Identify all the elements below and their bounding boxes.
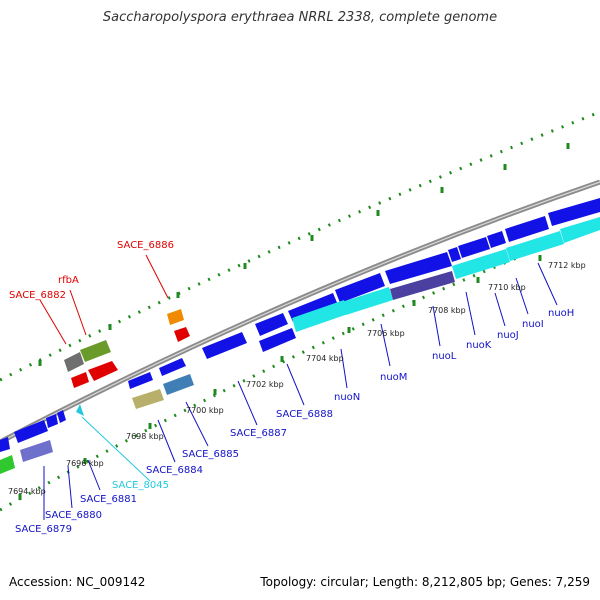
gene-blue-h[interactable] [448,247,461,262]
label-SACE_6886: SACE_6886 [117,240,174,251]
gene-green[interactable] [0,455,15,474]
label-SACE_8045: SACE_8045 [112,480,169,491]
gene-blue-g[interactable] [385,252,452,284]
gene-blue-c[interactable] [202,332,247,359]
label-nuoL: nuoL [432,351,457,362]
tick-7712: 7712 kbp [548,261,586,270]
gene-purple[interactable] [20,440,53,462]
gene-blue-k[interactable] [505,216,549,242]
gene-cyan-r5[interactable] [560,217,600,243]
gene-blue-f[interactable] [335,273,385,303]
gene-purple-r[interactable] [390,271,455,300]
bottom-leaders [43,262,558,520]
backbone-highlight [0,181,600,443]
gene-blue-r1[interactable] [259,328,296,352]
gene-blue-left-1[interactable] [0,437,10,452]
outer-dotted-track [0,110,600,382]
gene-red-3[interactable] [174,327,190,342]
gene-blue-i[interactable] [458,237,490,258]
gene-blue-j[interactable] [487,231,506,248]
bottom-labels: SACE_6879 SACE_6880 SACE_6881 SACE_8045 … [15,308,574,535]
gene-6882-arrow[interactable] [64,352,84,372]
gene-red-1[interactable] [71,372,89,388]
label-SACE_6887: SACE_6887 [230,428,287,439]
tick-7708: 7708 kbp [428,306,466,315]
gene-blue-l[interactable] [548,198,600,226]
gene-cyan-r2[interactable] [342,287,393,315]
label-rfbA: rfbA [58,275,79,286]
inner-major-ticks [18,255,542,500]
label-SACE_6880: SACE_6880 [45,510,102,521]
label-SACE_6882: SACE_6882 [9,290,66,301]
tick-7696: 7696 kbp [66,459,104,468]
topology-text: Topology: circular; Length: 8,212,805 bp… [260,575,590,589]
gene-blue-left-4[interactable] [57,410,66,423]
gene-red-2[interactable] [88,361,118,381]
gene-blue-d[interactable] [255,313,288,336]
label-SACE_6879: SACE_6879 [15,524,72,535]
gene-rfbA-arrow[interactable] [80,340,111,362]
gene-khaki[interactable] [132,389,164,409]
label-SACE_6885: SACE_6885 [182,449,239,460]
label-nuoJ: nuoJ [497,330,519,341]
forward-genes[interactable] [64,198,600,409]
tick-7702: 7702 kbp [246,380,284,389]
gene-blue-e[interactable] [288,293,338,322]
gene-blue-left-3[interactable] [46,414,58,428]
label-nuoH: nuoH [548,308,574,319]
tick-7704: 7704 kbp [306,354,344,363]
gene-cyan-r4[interactable] [506,231,564,261]
gene-cyan-r3[interactable] [452,249,510,279]
gene-orange[interactable] [167,309,184,325]
label-nuoK: nuoK [466,340,492,351]
map-title: Saccharopolyspora erythraea NRRL 2338, c… [102,10,498,25]
position-ticks: 7694 kbp 7696 kbp 7698 kbp 7700 kbp 7702… [8,261,586,496]
tick-7710: 7710 kbp [488,283,526,292]
gene-blue-left-2[interactable] [14,420,48,443]
label-SACE_6881: SACE_6881 [80,494,137,505]
gene-blue-a[interactable] [128,372,153,389]
tick-7694: 7694 kbp [8,487,46,496]
label-SACE_6884: SACE_6884 [146,465,203,476]
top-labels: SACE_6882 rfbA SACE_6886 [9,240,174,301]
label-nuoN: nuoN [334,392,360,403]
label-nuoM: nuoM [380,372,407,383]
gene-blue-b[interactable] [159,358,186,376]
reverse-genes[interactable] [0,217,600,474]
outer-major-ticks [38,143,570,366]
label-nuoI: nuoI [522,319,544,330]
gene-steel[interactable] [163,374,194,395]
leader-SACE_8045 [81,416,151,482]
tick-7700: 7700 kbp [186,406,224,415]
tick-7706: 7706 kbp [367,329,405,338]
top-leaders [39,254,169,345]
gene-cyan-small[interactable] [76,404,84,416]
accession-text: Accession: NC_009142 [9,575,146,589]
label-SACE_6888: SACE_6888 [276,409,333,420]
tick-7698: 7698 kbp [126,432,164,441]
gene-cyan-r1[interactable] [292,300,348,332]
